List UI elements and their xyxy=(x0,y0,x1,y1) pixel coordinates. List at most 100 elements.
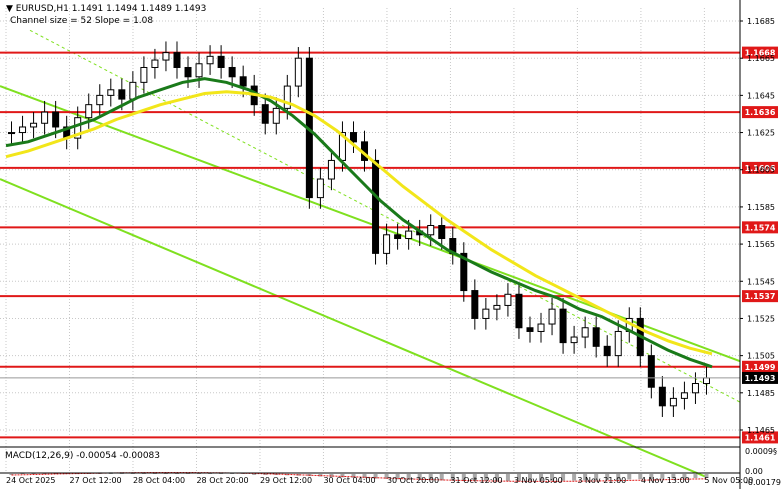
candle-body xyxy=(504,293,512,306)
candle-body xyxy=(283,85,291,109)
level-label: 1.1574 xyxy=(745,223,776,232)
macd-bar xyxy=(263,474,268,475)
candle-body xyxy=(173,52,181,68)
macd-label: MACD(12,26,9) -0.00054 -0.00083 xyxy=(5,451,161,461)
macd-bar xyxy=(693,474,698,479)
level-label-bg xyxy=(742,360,778,373)
price-tick-label: 1.1505 xyxy=(747,352,775,361)
candle-body xyxy=(581,327,589,338)
candle-body xyxy=(195,63,203,78)
ma_green-line xyxy=(5,77,713,369)
macd-bar xyxy=(594,474,599,481)
price-tick-label: 1.1465 xyxy=(747,426,775,435)
price-tick-label: 1.1685 xyxy=(747,17,775,26)
level-label: 1.1499 xyxy=(745,363,776,372)
macd-bar xyxy=(450,474,455,481)
candle-body xyxy=(129,81,137,100)
macd-bar xyxy=(285,474,290,476)
candle-body xyxy=(471,290,479,319)
macd-bar xyxy=(373,474,378,479)
macd-bar xyxy=(318,474,323,477)
level-label: 1.1668 xyxy=(745,49,776,58)
candle-body xyxy=(702,377,710,385)
time-tick-label: 24 Oct 2025 xyxy=(6,476,55,485)
time-tick-label: 3 Nov 05:00 xyxy=(514,476,563,485)
channel-mid xyxy=(29,29,741,403)
level-label-bg xyxy=(742,46,778,59)
candle-body xyxy=(272,107,280,124)
macd-bar xyxy=(384,474,389,479)
time-tick-label: 5 Nov 05:00 xyxy=(704,476,753,485)
level-label-bg xyxy=(742,106,778,119)
candle-body xyxy=(30,122,38,128)
macd-bar xyxy=(461,474,466,481)
level-label-bg xyxy=(742,161,778,174)
macd-bar xyxy=(572,474,577,481)
macd-bar xyxy=(494,474,499,482)
indicator-header: Channel size = 52 Slope = 1.08 xyxy=(10,16,154,26)
channel-lower xyxy=(0,178,706,478)
ma_yellow-line xyxy=(5,90,713,356)
grid-lines xyxy=(0,8,740,473)
moving-averages xyxy=(5,77,713,369)
level-label-bg xyxy=(742,221,778,234)
macd-bar xyxy=(660,474,665,479)
price-candles xyxy=(8,41,710,417)
candle-body xyxy=(162,52,170,61)
macd-bar xyxy=(351,474,356,478)
candle-body xyxy=(394,234,402,240)
current-price-label: 1.1493 xyxy=(745,374,776,383)
macd-bar xyxy=(616,474,621,480)
candle-body xyxy=(327,159,335,180)
macd-bar xyxy=(428,474,433,481)
candle-body xyxy=(405,230,413,240)
candle-body xyxy=(85,104,93,119)
candle-body xyxy=(294,57,302,87)
time-tick-label: 28 Oct 20:00 xyxy=(196,476,248,485)
macd-bar xyxy=(252,474,257,475)
candle-body xyxy=(8,132,16,135)
macd-bar xyxy=(583,474,588,481)
price-tick-label: 1.1625 xyxy=(747,129,775,138)
macd-tick-label: 0.0009§ xyxy=(745,447,777,456)
price-tick-label: 1.1605 xyxy=(747,166,775,175)
candle-body xyxy=(482,308,490,319)
macd-bar xyxy=(561,474,566,481)
candle-body xyxy=(19,126,27,134)
candle-body xyxy=(372,159,380,254)
candle-body xyxy=(603,345,611,357)
candle-body xyxy=(118,89,126,100)
macd-bar xyxy=(505,474,510,482)
macd-bar xyxy=(472,474,477,481)
price-tick-label: 1.1645 xyxy=(747,91,775,100)
candle-body xyxy=(151,59,159,68)
time-tick-label: 28 Oct 04:00 xyxy=(133,476,185,485)
macd-bar xyxy=(605,474,610,480)
price-tick-label: 1.1565 xyxy=(747,240,775,249)
candle-body xyxy=(537,323,545,332)
time-tick-label: 31 Oct 12:00 xyxy=(450,476,502,485)
candle-body xyxy=(438,225,446,240)
candle-body xyxy=(107,89,115,96)
time-tick-label: 30 Oct 04:00 xyxy=(323,476,375,485)
macd-bar xyxy=(527,474,532,482)
macd-bar xyxy=(682,474,687,479)
time-tick-label: 29 Oct 12:00 xyxy=(260,476,312,485)
candle-body xyxy=(614,330,622,357)
macd-bar xyxy=(539,474,544,481)
price-axis: 1.1685 1.1665 1.1645 1.1625 1.1605 1.1585 1.15… xyxy=(0,17,778,435)
candle-body xyxy=(548,308,556,325)
price-tick-label: 1.1585 xyxy=(747,203,775,212)
price-tick-label: 1.1665 xyxy=(747,54,775,63)
price-tick-label: 1.1525 xyxy=(747,314,775,323)
candle-body xyxy=(460,252,468,292)
price-tick-label: 1.1545 xyxy=(747,277,775,286)
candle-body xyxy=(658,386,666,407)
candle-body xyxy=(349,132,357,143)
macd-bar xyxy=(395,474,400,480)
macd-bar xyxy=(329,474,334,477)
macd-tick-label: 0.00 xyxy=(745,467,763,476)
candle-body xyxy=(680,392,688,399)
time-tick-label: 3 Nov 21:00 xyxy=(577,476,626,485)
